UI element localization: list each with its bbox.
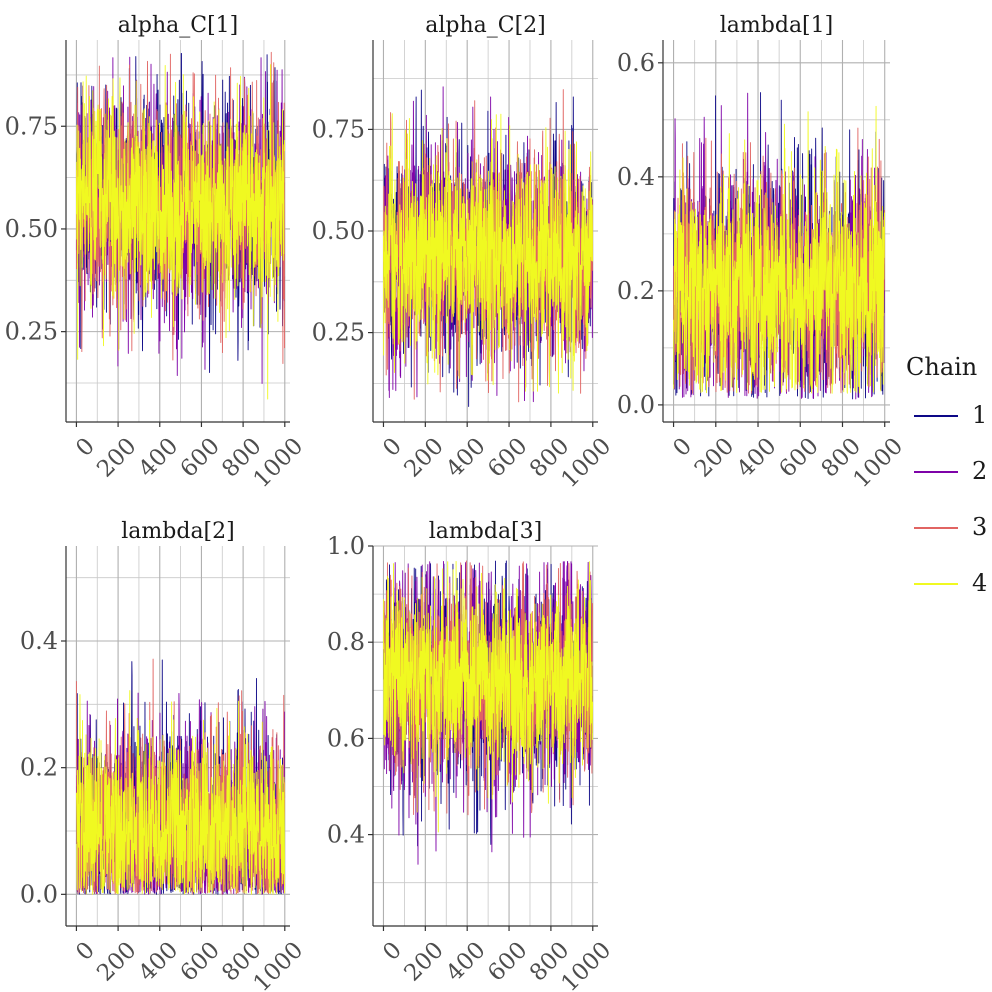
- trace-lines-alpha-c-2: [383, 86, 594, 407]
- x-tick-label: 0: [378, 937, 407, 966]
- trace-chain-4: [75, 64, 286, 400]
- legend-item-chain-2: 2: [914, 456, 992, 486]
- y-tick-label: 0.75: [312, 115, 365, 143]
- panel-title: lambda[3]: [429, 519, 542, 544]
- trace-lines-lambda-3: [383, 560, 594, 865]
- x-tick-label: 400: [134, 937, 183, 986]
- y-tick-label: 0.50: [5, 215, 58, 243]
- x-tick-label: 200: [399, 433, 448, 482]
- panel-title: alpha_C[1]: [118, 13, 239, 38]
- legend: Chain 1 2 3 4: [906, 352, 987, 597]
- x-tick-label: 200: [690, 433, 739, 482]
- y-tick-label: 0.0: [20, 880, 58, 908]
- x-tick-label: 600: [176, 433, 225, 482]
- panel-title: lambda[2]: [121, 519, 234, 544]
- x-tick-label: 1000: [848, 433, 908, 493]
- legend-title: Chain: [906, 353, 978, 381]
- legend-label-chain-4: 4: [972, 569, 988, 597]
- legend-label-chain-2: 2: [972, 457, 988, 485]
- legend-item-chain-3: 3: [914, 512, 992, 542]
- x-tick-label: 400: [441, 433, 490, 482]
- y-tick-label: 0.6: [617, 49, 655, 77]
- x-tick-label: 1000: [557, 937, 617, 992]
- y-tick-label: 0.75: [5, 112, 58, 140]
- legend-item-chain-4: 4: [914, 568, 992, 598]
- legend-key-chain-1: [914, 415, 958, 417]
- legend-item-chain-1: 1: [914, 400, 992, 430]
- trace-chain-4: [673, 105, 885, 394]
- panel-title: alpha_C[2]: [425, 13, 546, 38]
- legend-key-chain-4: [914, 583, 958, 585]
- y-tick-label: 0.0: [617, 391, 655, 419]
- trace-lines-lambda-2: [75, 658, 286, 895]
- x-tick-label: 200: [92, 433, 141, 482]
- y-tick-label: 0.2: [617, 277, 655, 305]
- trace-lines-alpha-c-1: [75, 51, 286, 400]
- legend-label-chain-1: 1: [972, 401, 988, 429]
- panel-title: lambda[1]: [720, 13, 833, 38]
- x-tick-label: 600: [483, 937, 532, 986]
- legend-key-chain-3: [914, 527, 958, 529]
- x-tick-label: 1000: [557, 433, 617, 493]
- x-tick-label: 400: [134, 433, 183, 482]
- x-tick-label: 200: [92, 937, 141, 986]
- x-tick-label: 0: [378, 433, 407, 462]
- y-tick-label: 0.2: [20, 754, 58, 782]
- y-tick-label: 1.0: [327, 532, 365, 560]
- x-tick-label: 600: [483, 433, 532, 482]
- x-tick-label: 400: [441, 937, 490, 986]
- x-tick-label: 600: [774, 433, 823, 482]
- trace-lines-lambda-1: [673, 92, 885, 400]
- y-tick-label: 0.6: [327, 724, 365, 752]
- legend-label-chain-3: 3: [972, 513, 988, 541]
- legend-key-chain-2: [914, 471, 958, 473]
- y-tick-label: 0.4: [617, 163, 655, 191]
- x-tick-label: 0: [71, 937, 100, 966]
- y-tick-label: 0.25: [5, 318, 58, 346]
- y-tick-label: 0.8: [327, 628, 365, 656]
- x-tick-label: 600: [176, 937, 225, 986]
- trace-chain-4: [383, 561, 594, 833]
- x-tick-label: 400: [732, 433, 781, 482]
- y-tick-label: 0.4: [20, 627, 58, 655]
- trace-chain-4: [75, 690, 286, 895]
- y-tick-label: 0.4: [327, 821, 365, 849]
- x-tick-label: 1000: [249, 433, 309, 493]
- y-tick-label: 0.25: [312, 319, 365, 347]
- x-tick-label: 0: [71, 433, 100, 462]
- y-tick-label: 0.50: [312, 217, 365, 245]
- x-tick-label: 200: [399, 937, 448, 986]
- trace-chain-4: [383, 113, 594, 394]
- x-tick-label: 0: [668, 433, 697, 462]
